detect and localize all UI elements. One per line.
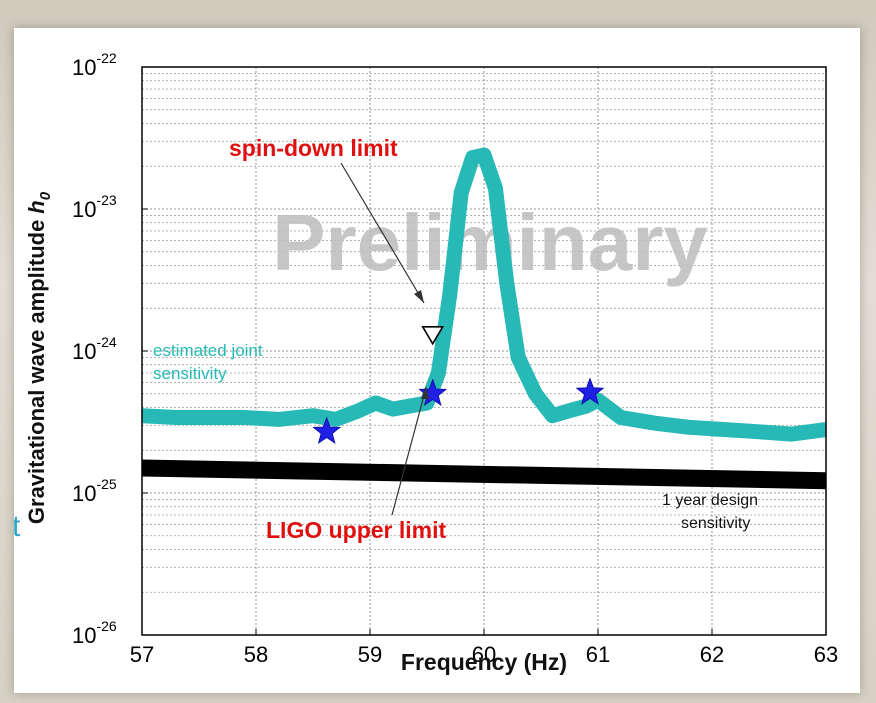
y-tick-label: 10-25 [72,476,117,506]
spin-down-triangle-marker [421,326,445,346]
design-sensitivity-line [142,459,826,490]
x-tick-label: 59 [358,642,382,667]
y-tick-label: 10-22 [72,50,117,80]
joint-sensitivity-label-line1: estimated joint [153,341,263,360]
side-fragment-text: t [14,510,21,543]
y-ticks: 10-22 10-23 10-24 10-25 10-26 [72,50,148,648]
joint-sensitivity-line [142,147,826,442]
upper-limit-star-marker [575,377,605,405]
x-tick-label: 58 [244,642,268,667]
chart-panel: Preliminary 57 58 59 60 61 62 63 10-22 10-23 10-… [14,28,860,693]
spin-down-arrow-head [414,290,424,303]
ligo-upper-limit-annotation: LIGO upper limit [266,517,447,543]
marker-group [312,326,605,445]
y-tick-label: 10-23 [72,192,117,222]
x-tick-label: 57 [130,642,154,667]
x-axis-title: Frequency (Hz) [401,649,567,675]
spin-down-limit-annotation: spin-down limit [229,135,398,161]
x-tick-label: 63 [814,642,838,667]
sensitivity-chart: Preliminary 57 58 59 60 61 62 63 10-2210-2310-… [14,50,838,675]
y-axis-symbol: h [24,200,49,213]
x-tick-label: 62 [700,642,724,667]
upper-limit-star-marker [312,416,342,445]
series-group [142,147,826,490]
y-tick-label: 10-26 [72,618,117,648]
grid [142,66,826,636]
upper-limit-arrow-head [421,386,429,399]
y-axis-subscript: 0 [37,191,54,200]
design-sensitivity-label-line1: 1 year design [662,492,758,509]
y-axis-title-text: Gravitational wave amplitude [24,220,49,524]
joint-sensitivity-label-line2: sensitivity [153,364,227,383]
x-ticks: 57 58 59 60 61 62 63 [130,629,838,667]
preliminary-watermark: Preliminary [272,198,708,287]
design-sensitivity-label-line2: sensitivity [681,515,750,532]
x-tick-label: 61 [586,642,610,667]
x-tick-label: 60 [472,642,496,667]
spin-down-arrow-line [340,162,425,304]
upper-limit-arrow-line [391,387,427,516]
y-tick-label: 10-24 [72,334,117,364]
upper-limit-star-marker [418,378,448,407]
y-axis-title: Gravitational wave amplitude h0 [24,191,54,524]
